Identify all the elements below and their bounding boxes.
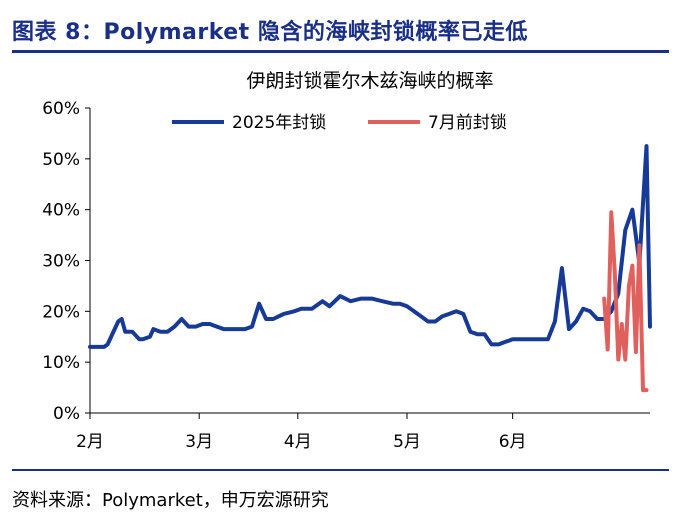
x-tick-label: 5月 — [393, 432, 421, 452]
y-tick-label: 40% — [42, 201, 80, 221]
figure-title: 图表 8：Polymarket 隐含的海峡封锁概率已走低 — [12, 20, 528, 45]
y-tick-label: 10% — [42, 353, 80, 373]
source-divider — [12, 469, 669, 471]
legend-2025-label: 2025年封锁 — [232, 113, 326, 133]
x-tick-label: 4月 — [284, 432, 312, 452]
line-chart: 伊朗封锁霍尔木兹海峡的概率 0% 10% 20% 30% 40% 50% 60% 2月 3月 4月 5… — [42, 70, 652, 452]
source-note: 资料来源：Polymarket，申万宏源研究 — [12, 490, 329, 511]
series-line-pre-july — [602, 210, 649, 393]
y-tick-label: 60% — [42, 99, 80, 119]
y-tick-label: 50% — [42, 150, 80, 170]
x-tick-label: 3月 — [185, 432, 213, 452]
x-tick-label: 2月 — [76, 432, 104, 452]
x-tick-label: 6月 — [499, 432, 527, 452]
y-tick-label: 20% — [42, 302, 80, 322]
series-line-2025 — [88, 144, 652, 349]
chart-title: 伊朗封锁霍尔木兹海峡的概率 — [246, 70, 493, 92]
y-tick-label: 30% — [42, 252, 80, 272]
legend-pre-july-label: 7月前封锁 — [428, 113, 507, 133]
y-tick-label: 0% — [53, 404, 80, 424]
title-divider — [12, 50, 669, 53]
